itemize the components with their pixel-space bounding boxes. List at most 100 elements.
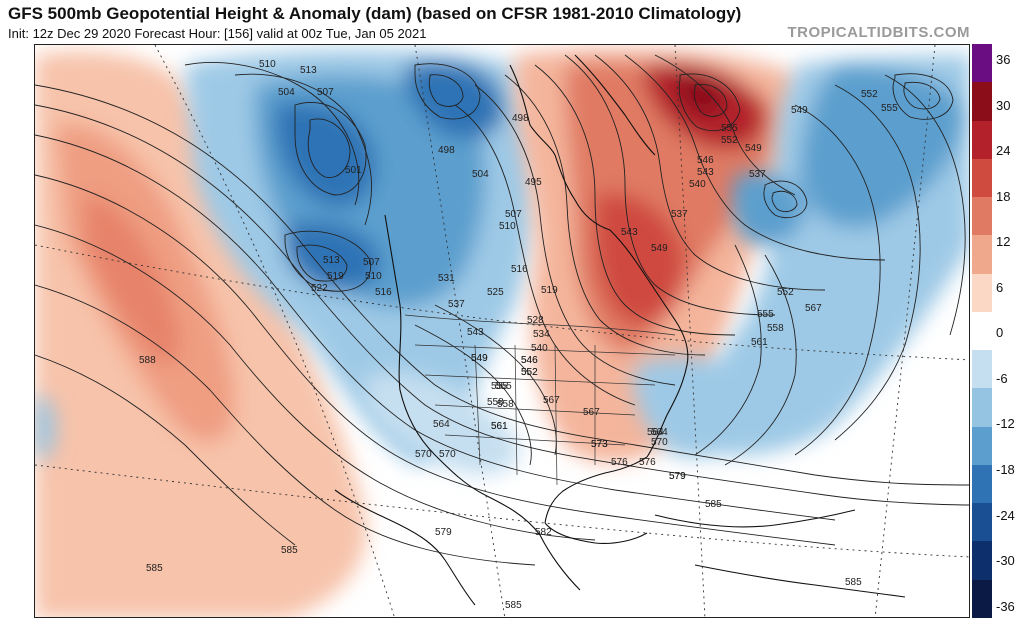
contour-label: 567 <box>805 303 822 314</box>
contour-label: 573 <box>591 439 608 450</box>
contour-label: 552 <box>521 367 538 378</box>
contour-label: 543 <box>467 327 484 338</box>
contour-label: 549 <box>791 105 808 116</box>
contour-label: 513 <box>300 65 317 76</box>
colorbar-label: -30 <box>996 553 1015 569</box>
contour-label: 507 <box>363 257 380 268</box>
contour-label: 519 <box>327 271 344 282</box>
contour-label: 504 <box>278 87 295 98</box>
colorbar-label: -6 <box>996 370 1008 386</box>
weather-map: 510 513 504 507 498 501 513 507 510 519 … <box>34 44 970 618</box>
borders <box>404 314 676 486</box>
contour-label: 549 <box>471 353 488 364</box>
colorbar-label: -18 <box>996 462 1015 477</box>
contour-label: 585 <box>281 545 298 556</box>
colorbar-label: -24 <box>996 507 1015 523</box>
anomaly-field: 510 513 504 507 498 501 513 507 510 519 … <box>35 45 969 617</box>
colorbar-swatch <box>972 350 992 389</box>
contour-label: 570 <box>651 437 668 448</box>
contour-label: 537 <box>448 299 465 310</box>
contour-label: 549 <box>471 353 488 364</box>
atlantic-trough-anomaly <box>634 55 969 458</box>
contour-label: 537 <box>749 169 766 180</box>
contour-label: 552 <box>777 287 794 298</box>
chart-subtitle: Init: 12z Dec 29 2020 Forecast Hour: [15… <box>8 26 427 41</box>
colorbar-label: -36 <box>996 598 1015 614</box>
contour-label: 585 <box>845 577 862 588</box>
contour-label: 558 <box>497 399 514 410</box>
colorbar-swatch <box>972 464 992 504</box>
colorbar-label: 6 <box>996 279 1004 295</box>
contour-label: 585 <box>505 600 522 611</box>
contour-label: 561 <box>491 421 508 432</box>
contour-label: 546 <box>521 355 538 366</box>
contour-label: 552 <box>861 89 878 100</box>
colorbar-swatch <box>972 235 992 275</box>
contour-label: 531 <box>438 273 455 284</box>
lat-lon-grid <box>35 45 969 617</box>
contour-label: 495 <box>525 177 542 188</box>
contour-label: 543 <box>621 227 638 238</box>
contour-labels: 510 513 504 507 498 501 513 507 510 519 … <box>139 59 898 611</box>
colorbar-swatch <box>972 311 992 351</box>
contour-label: 564 <box>433 419 450 430</box>
colorbar-label: 18 <box>996 188 1011 204</box>
contour-label: 558 <box>487 397 504 408</box>
contour-label: 579 <box>435 527 452 538</box>
contour-label: 564 <box>647 427 664 438</box>
colorbar-swatch <box>972 273 992 313</box>
colorbar-swatch <box>972 579 992 619</box>
colorbar-label: 36 <box>996 52 1011 67</box>
contour-label: 552 <box>721 135 738 146</box>
contour-label: 567 <box>543 395 560 406</box>
contour-label: 555 <box>491 381 508 392</box>
contour-label: 555 <box>721 123 738 134</box>
contour-label: 546 <box>697 155 714 166</box>
coastlines <box>334 54 906 606</box>
contour-label: 498 <box>438 145 455 156</box>
contour-label: 540 <box>531 343 548 354</box>
contour-label: 534 <box>533 329 550 340</box>
contour-label: 549 <box>651 243 668 254</box>
contour-label: 588 <box>139 355 156 366</box>
colorbar-swatch <box>972 388 992 428</box>
contour-label: 555 <box>757 309 774 320</box>
colorbar-label: 0 <box>996 325 1004 341</box>
colorbar-label: 24 <box>996 143 1011 159</box>
colorbar-swatch <box>972 426 992 466</box>
contour-label: 525 <box>487 287 504 298</box>
contour-label: 576 <box>639 457 656 468</box>
contour-label: 510 <box>259 59 276 70</box>
contour-label: 561 <box>751 337 768 348</box>
contour-label: 498 <box>512 113 529 124</box>
colorbar-swatch <box>972 82 992 122</box>
southwest-anomaly <box>35 372 520 475</box>
contour-label: 510 <box>499 221 516 232</box>
contour-label: 570 <box>415 449 432 460</box>
contour-label: 555 <box>881 103 898 114</box>
colorbar-swatch <box>972 197 992 236</box>
contour-label: 510 <box>365 271 382 282</box>
contour-label: 528 <box>527 315 544 326</box>
contour-label: 546 <box>521 355 538 366</box>
colorbar-label: -12 <box>996 416 1015 432</box>
contour-label: 561 <box>491 421 508 432</box>
colorbar-swatch <box>972 503 992 542</box>
contour-label: 519 <box>541 285 558 296</box>
contour-label: 537 <box>671 209 688 220</box>
contour-label: 573 <box>591 439 608 450</box>
western-trough-anomaly <box>185 50 534 465</box>
height-contours <box>35 54 969 566</box>
contour-label: 579 <box>669 471 686 482</box>
colorbar-swatch <box>972 541 992 581</box>
contour-label: 555 <box>495 381 512 392</box>
contour-label: 522 <box>311 283 328 294</box>
contour-label: 570 <box>439 449 456 460</box>
contour-label: 543 <box>697 167 714 178</box>
anomaly-colorbar <box>972 44 992 619</box>
contour-label: 576 <box>611 457 628 468</box>
colorbar-swatch <box>972 44 992 83</box>
contour-label: 567 <box>583 407 600 418</box>
contour-label: 501 <box>345 165 362 176</box>
contour-label: 585 <box>146 563 163 574</box>
